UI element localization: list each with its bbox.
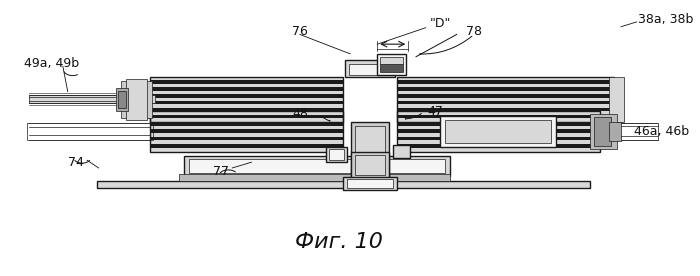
Bar (397, 115, 615, 118)
Bar (150, 144, 344, 148)
Bar (619, 123, 658, 140)
Bar (380, 57, 403, 63)
Bar (397, 77, 615, 81)
Bar (349, 63, 391, 75)
Bar (118, 91, 126, 108)
Bar (397, 108, 615, 111)
Bar (397, 101, 615, 104)
Bar (397, 122, 600, 126)
Bar (397, 118, 600, 122)
Text: 46a, 46b: 46a, 46b (634, 125, 689, 138)
Bar (150, 81, 344, 84)
Bar (329, 149, 344, 160)
Bar (397, 118, 615, 121)
Text: 48: 48 (292, 107, 308, 120)
Bar (344, 177, 397, 190)
Bar (29, 95, 155, 103)
Bar (355, 126, 385, 175)
Text: 76: 76 (292, 25, 308, 38)
Bar (393, 145, 410, 158)
Bar (397, 126, 600, 129)
Bar (150, 101, 344, 104)
Bar (397, 129, 600, 133)
Bar (397, 115, 600, 118)
FancyArrowPatch shape (405, 113, 421, 119)
Bar (150, 111, 344, 115)
Bar (126, 79, 147, 120)
Text: 47: 47 (428, 105, 443, 118)
Text: 78: 78 (466, 25, 482, 38)
Bar (150, 137, 344, 140)
Text: 49a, 49b: 49a, 49b (25, 57, 79, 70)
Bar (150, 111, 344, 115)
Text: Фиг. 10: Фиг. 10 (295, 232, 382, 253)
Bar (351, 121, 389, 180)
Bar (347, 179, 393, 188)
Bar (27, 123, 153, 140)
Bar (440, 116, 556, 147)
Bar (150, 77, 344, 121)
Bar (150, 126, 344, 129)
Bar (150, 122, 344, 126)
Text: 74: 74 (67, 156, 83, 169)
Bar (397, 111, 615, 115)
Bar (97, 181, 590, 188)
Bar (397, 133, 600, 137)
Bar (150, 108, 344, 111)
Bar (150, 87, 344, 91)
FancyArrowPatch shape (420, 36, 472, 54)
Bar (610, 77, 624, 121)
Bar (150, 115, 344, 118)
Bar (397, 140, 600, 144)
Bar (184, 156, 450, 176)
Bar (610, 121, 621, 141)
Bar (397, 111, 600, 152)
Text: "D": "D" (430, 17, 451, 30)
Bar (397, 94, 615, 98)
Bar (355, 155, 385, 175)
Bar (397, 91, 615, 94)
Bar (150, 84, 344, 87)
Bar (150, 140, 344, 144)
Bar (150, 111, 344, 152)
Bar (351, 152, 389, 179)
Bar (397, 148, 600, 152)
Bar (397, 111, 600, 115)
Bar (590, 114, 617, 149)
Bar (150, 77, 344, 81)
Bar (397, 81, 615, 84)
Bar (397, 98, 615, 101)
Bar (380, 65, 403, 72)
Bar (397, 84, 615, 87)
Bar (326, 147, 347, 162)
Bar (150, 115, 344, 118)
Bar (150, 104, 344, 108)
FancyArrowPatch shape (321, 116, 330, 121)
Bar (179, 174, 450, 181)
Text: 38a, 38b: 38a, 38b (638, 14, 694, 26)
Bar (188, 159, 445, 173)
Bar (150, 129, 344, 133)
Text: 77: 77 (213, 165, 229, 178)
Bar (150, 148, 344, 152)
Bar (397, 77, 615, 121)
Bar (150, 133, 344, 137)
Bar (345, 60, 395, 77)
Bar (445, 120, 552, 143)
Bar (116, 88, 127, 111)
Bar (150, 118, 344, 121)
Bar (150, 118, 344, 122)
Bar (397, 137, 600, 140)
Bar (150, 94, 344, 98)
Bar (594, 117, 611, 146)
Bar (150, 91, 344, 94)
Bar (397, 144, 600, 148)
Bar (121, 81, 152, 118)
Bar (397, 87, 615, 91)
Bar (150, 98, 344, 101)
Bar (377, 54, 406, 75)
Bar (397, 104, 615, 108)
